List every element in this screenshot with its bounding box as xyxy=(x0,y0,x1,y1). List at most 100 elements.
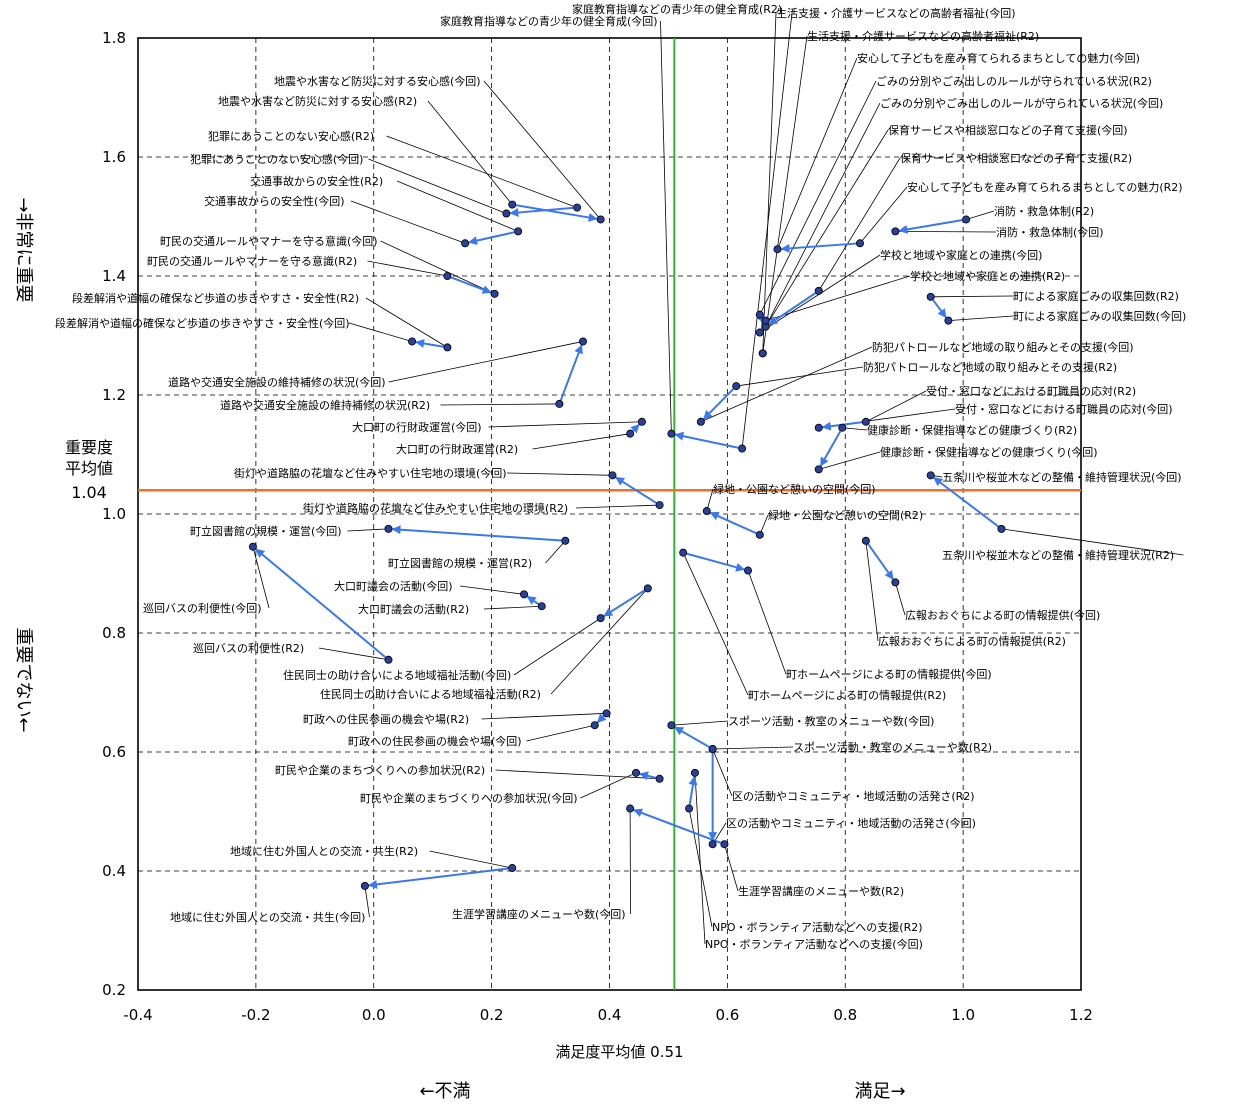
data-point-r2 xyxy=(679,548,688,557)
point-label-now: 五条川や桜並木などの整備・維持管理状況(今回) xyxy=(942,470,1182,484)
data-point-now xyxy=(608,471,617,480)
data-point-r2 xyxy=(761,316,770,325)
x-tick-label: 1.0 xyxy=(951,1006,975,1024)
point-label-now: 町民の交通ルールやマナーを守る意識(今回) xyxy=(160,234,378,248)
data-point-r2 xyxy=(443,343,452,352)
point-label-r2: スポーツ活動・教室のメニューや数(R2) xyxy=(793,740,992,754)
leader-line xyxy=(440,403,560,406)
data-point-r2 xyxy=(685,804,694,813)
point-label-r2: 道路や交通安全施設の維持補修の状況(R2) xyxy=(220,398,430,412)
change-arrow xyxy=(468,231,515,246)
data-point-now xyxy=(578,337,587,346)
data-point-now xyxy=(814,423,823,432)
leader-line xyxy=(495,769,660,780)
change-arrow xyxy=(516,204,598,222)
data-point-r2 xyxy=(926,292,935,301)
point-label-now: 町政への住民参画の機会や場(今回) xyxy=(348,734,522,748)
data-point-now xyxy=(814,465,823,474)
importance-mean-value: 1.04 xyxy=(71,483,107,502)
leader-line xyxy=(364,885,370,918)
data-point-now xyxy=(696,417,705,426)
very-important-label: →非常に重要 xyxy=(13,197,34,302)
x-tick-label: 0.6 xyxy=(715,1006,739,1024)
data-point-now xyxy=(632,768,641,777)
point-label-now: NPO・ボランティア活動などへの支援(今回) xyxy=(705,937,923,951)
point-label-r2: 町政への住民参画の機会や場(R2) xyxy=(303,712,469,726)
plot-frame xyxy=(137,37,1082,991)
point-label-r2: NPO・ボランティア活動などへの支援(R2) xyxy=(712,920,923,934)
leader-line xyxy=(252,546,270,609)
point-label-r2: 犯罪にあうことのない安心感(R2) xyxy=(208,129,374,143)
data-point-now xyxy=(490,289,499,298)
point-label-now: 緑地・公園など憩いの空間(今回) xyxy=(713,482,876,496)
leader-line xyxy=(660,20,672,434)
change-arrow xyxy=(255,548,387,658)
leader-line xyxy=(427,100,513,205)
leader-line xyxy=(865,540,879,642)
data-point-r2 xyxy=(738,444,747,453)
point-label-now: 犯罪にあうことのない安心感(今回) xyxy=(190,152,363,166)
change-arrows xyxy=(255,204,999,889)
leader-line xyxy=(765,129,889,327)
leader-line xyxy=(367,260,448,277)
change-arrow xyxy=(415,339,444,348)
change-arrow xyxy=(596,713,607,724)
data-point-r2 xyxy=(814,286,823,295)
x-tick-label: -0.2 xyxy=(241,1006,270,1024)
point-label-r2: 町民の交通ルールやマナーを守る意識(R2) xyxy=(147,254,357,268)
point-label-now: 消防・救急体制(今回) xyxy=(996,225,1104,239)
point-label-r2: 町による家庭ごみの収集回数(R2) xyxy=(1013,289,1179,303)
x-tick-label: 0.2 xyxy=(480,1006,504,1024)
point-label-r2: 安心して子どもを産み育てられるまちとしての魅力(R2) xyxy=(907,180,1183,194)
point-label-r2: 家庭教育指導などの青少年の健全育成(R2) xyxy=(572,2,782,16)
point-label-r2: 大口町議会の活動(R2) xyxy=(358,602,469,616)
y-tick-label: 0.4 xyxy=(102,862,126,880)
leader-line xyxy=(513,617,601,676)
y-tick-label: 1.8 xyxy=(102,29,126,47)
point-label-r2: 交通事故からの安全性(R2) xyxy=(250,174,383,188)
leader-line xyxy=(700,346,873,423)
leader-lines xyxy=(252,8,1184,945)
y-tick-label: 1.2 xyxy=(102,386,126,404)
point-label-now: 学校と地域や家庭との連携(今回) xyxy=(880,248,1042,262)
y-tick-label: 0.2 xyxy=(102,981,126,999)
leader-line xyxy=(532,433,631,450)
leader-line xyxy=(318,647,389,661)
leader-line xyxy=(580,772,637,799)
grid xyxy=(138,38,1081,990)
point-label-now: 区の活動やコミュニティ・地域活動の活発さ(今回) xyxy=(726,816,976,830)
leader-line xyxy=(483,605,542,610)
satisfied-label: 満足→ xyxy=(854,1081,905,1102)
leader-line xyxy=(765,275,911,322)
point-label-r2: 広報おおぐちによる町の情報提供(R2) xyxy=(878,634,1066,648)
point-label-now: 生涯学習講座のメニューや数(今回) xyxy=(452,907,626,921)
point-label-r2: 消防・救急体制(R2) xyxy=(994,204,1094,218)
data-point-now xyxy=(708,840,717,849)
change-arrow xyxy=(768,292,816,326)
change-arrow xyxy=(615,476,657,504)
x-axis-title: 満足度平均値 0.51 xyxy=(555,1043,683,1061)
change-arrow xyxy=(603,589,645,617)
data-point-now xyxy=(891,578,900,587)
change-arrow xyxy=(639,771,656,781)
data-point-r2 xyxy=(655,501,664,510)
data-point-now xyxy=(520,590,529,599)
change-arrow xyxy=(630,423,640,434)
data-point-r2 xyxy=(537,602,546,611)
change-arrow xyxy=(780,242,857,253)
data-point-r2 xyxy=(861,536,870,545)
point-label-now: 地震や水害など防災に対する安心感(今回) xyxy=(274,74,481,88)
data-point-r2 xyxy=(561,536,570,545)
x-tick-label: 1.2 xyxy=(1069,1006,1093,1024)
change-arrow xyxy=(391,525,562,542)
leader-line xyxy=(545,540,566,564)
leader-line xyxy=(930,295,1014,298)
point-label-r2: 地震や水害など防災に対する安心感(R2) xyxy=(218,94,417,108)
point-label-r2: 受付・窓口などにおける町職員の応対(R2) xyxy=(926,384,1136,398)
x-tick-label: 0.8 xyxy=(833,1006,857,1024)
data-point-now xyxy=(360,881,369,890)
data-point-r2 xyxy=(708,745,717,754)
change-arrow xyxy=(367,867,509,889)
point-label-r2: 五条川や桜並木などの整備・維持管理状況(R2) xyxy=(942,548,1174,562)
leader-line xyxy=(777,57,858,250)
